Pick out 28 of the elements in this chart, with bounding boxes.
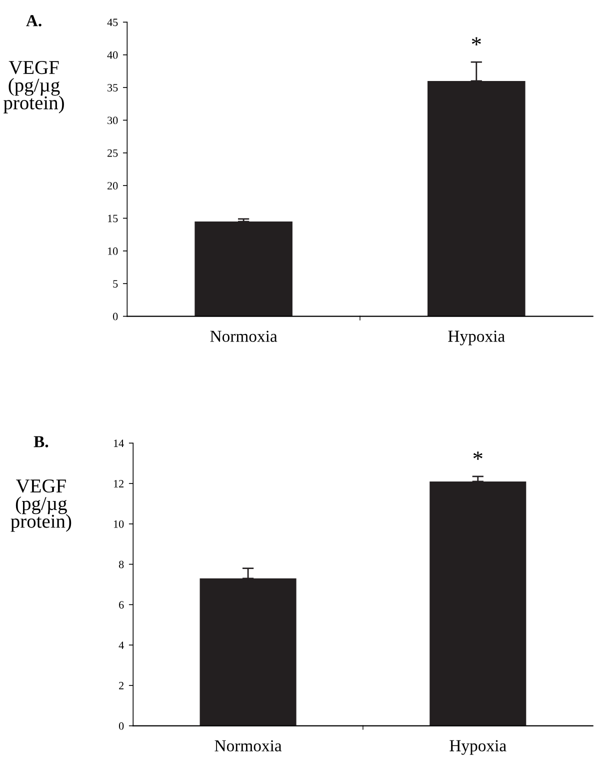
- chart-title: A.: [26, 15, 42, 26]
- chart-title: B.: [34, 436, 48, 448]
- annotation: *: [472, 37, 481, 46]
- x-tick-label: Normoxia: [214, 740, 282, 752]
- y-tick-label: 0: [118, 722, 124, 730]
- y-tick-label: 14: [114, 440, 124, 447]
- annotation: *: [473, 452, 482, 460]
- x-tick-label: Hypoxia: [450, 740, 506, 755]
- y-axis-title: VEGF (pg/µg protein): [4, 61, 64, 114]
- y-tick-label: 0: [113, 312, 118, 320]
- y-tick-label: 8: [118, 560, 124, 568]
- y-tick-label: 4: [118, 642, 124, 649]
- y-tick-label: 5: [113, 280, 118, 288]
- y-tick-label: 45: [107, 18, 118, 26]
- y-tick-label: 6: [119, 601, 124, 609]
- y-tick-label: 2: [119, 682, 124, 690]
- y-tick-label: 25: [108, 149, 118, 157]
- y-tick-label: 20: [108, 182, 118, 190]
- y-tick-label: 40: [107, 51, 118, 59]
- y-tick-label: 15: [108, 214, 118, 222]
- y-tick-label: 10: [114, 520, 124, 528]
- x-tick-label: Normoxia: [210, 330, 278, 342]
- y-tick-label: 12: [114, 480, 124, 488]
- y-tick-label: 35: [108, 84, 118, 92]
- y-tick-label: 10: [108, 247, 118, 255]
- x-tick-label: Hypoxia: [448, 330, 505, 346]
- y-axis-title: VEGF (pg/µg protein): [10, 479, 72, 532]
- y-tick-label: 30: [108, 116, 118, 124]
